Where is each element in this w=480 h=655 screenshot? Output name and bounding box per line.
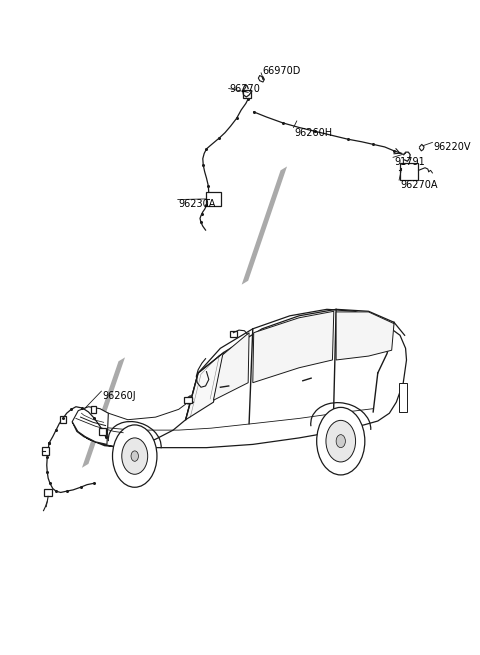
Bar <box>91 406 96 413</box>
Bar <box>60 417 66 423</box>
Bar <box>398 383 407 412</box>
Bar <box>45 489 52 496</box>
Bar <box>230 331 237 337</box>
Text: 96220V: 96220V <box>433 142 471 152</box>
Circle shape <box>112 425 157 487</box>
Polygon shape <box>253 311 334 383</box>
Polygon shape <box>72 309 407 449</box>
Polygon shape <box>336 312 394 360</box>
Polygon shape <box>72 407 108 444</box>
Polygon shape <box>241 166 287 285</box>
Circle shape <box>326 421 356 462</box>
Text: 96260J: 96260J <box>102 390 136 401</box>
Text: 91791: 91791 <box>394 157 425 167</box>
Bar <box>206 192 221 206</box>
Bar <box>42 447 49 455</box>
Bar <box>243 90 252 98</box>
Polygon shape <box>82 358 125 468</box>
Circle shape <box>336 435 346 447</box>
Text: 96260H: 96260H <box>294 128 333 138</box>
Circle shape <box>122 438 148 474</box>
Text: 96270: 96270 <box>229 83 261 94</box>
Text: 96270A: 96270A <box>400 179 437 189</box>
Circle shape <box>131 451 138 461</box>
Polygon shape <box>186 352 224 420</box>
Bar <box>99 428 106 435</box>
Bar <box>400 163 418 180</box>
Polygon shape <box>214 333 249 400</box>
Text: 66970D: 66970D <box>262 66 300 76</box>
Text: 96230A: 96230A <box>179 199 216 209</box>
Bar <box>184 397 192 403</box>
Circle shape <box>317 407 365 475</box>
